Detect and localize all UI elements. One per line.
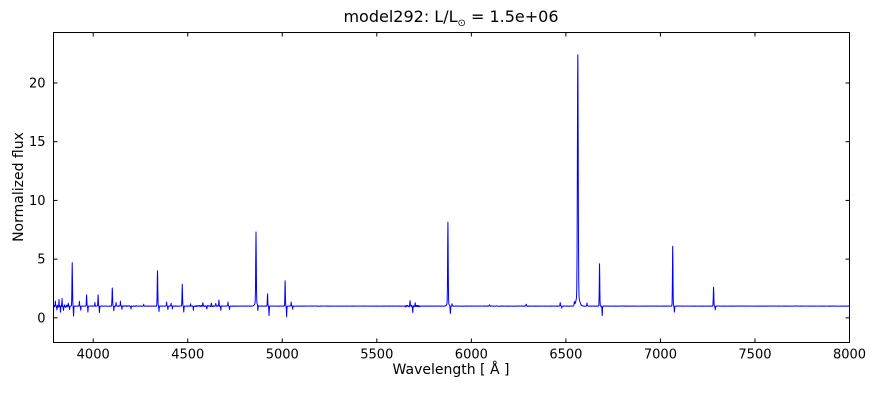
x-tick-label: 6500 — [549, 348, 582, 363]
y-tick-label: 0 — [37, 311, 45, 326]
plot-frame — [53, 32, 850, 343]
x-tick-label: 5500 — [360, 348, 393, 363]
x-tick-label: 5000 — [266, 348, 299, 363]
chart-title-suffix: = 1.5e+06 — [465, 7, 559, 26]
x-axis-label: Wavelength [ Å ] — [392, 362, 510, 378]
x-tick-label: 4500 — [171, 348, 204, 363]
sun-symbol: ⊙ — [457, 18, 466, 29]
x-tick-label: 6000 — [455, 348, 488, 363]
x-tick-label: 7500 — [738, 348, 771, 363]
y-tick-label: 20 — [29, 76, 46, 91]
y-tick-label: 10 — [29, 194, 46, 209]
x-tick-label: 8000 — [833, 348, 866, 363]
y-tick-label: 15 — [29, 135, 46, 150]
x-tick-label: 7000 — [644, 348, 677, 363]
x-tick-label: 4000 — [77, 348, 110, 363]
chart-title: model292: L/L⊙ = 1.5e+06 — [53, 7, 849, 29]
spectrum-line — [53, 54, 850, 318]
y-tick-label: 5 — [37, 253, 45, 268]
chart-title-prefix: model292: L/L — [343, 7, 458, 26]
